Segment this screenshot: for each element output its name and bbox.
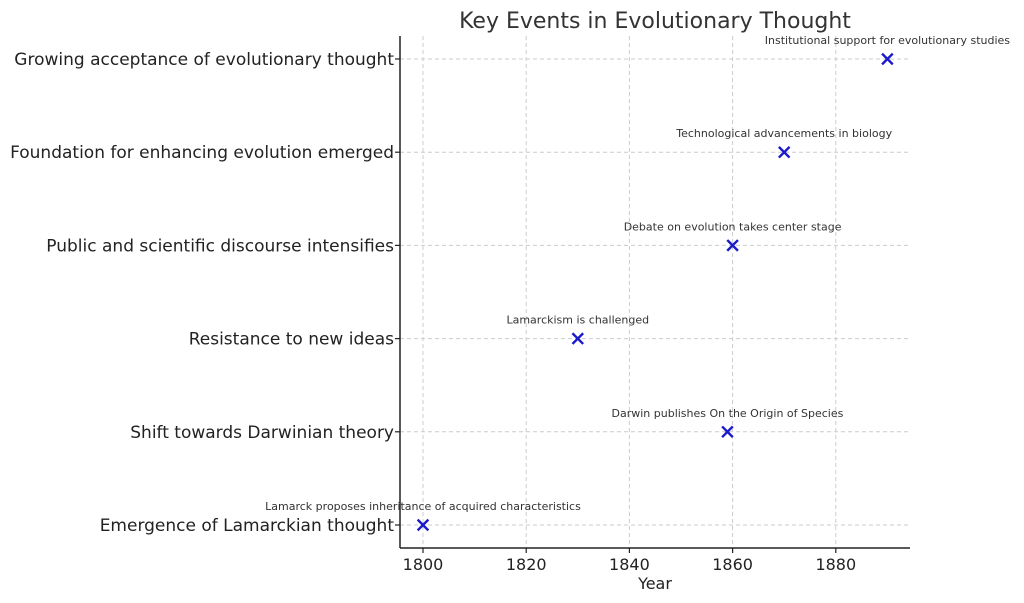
x-tick-label: 1800 (403, 555, 444, 574)
annotation-label: Technological advancements in biology (675, 127, 892, 140)
data-points (416, 52, 894, 532)
annotation-label: Lamarck proposes inheritance of acquired… (265, 500, 581, 513)
y-category-label: Resistance to new ideas (189, 330, 394, 350)
annotation-label: Debate on evolution takes center stage (624, 220, 842, 233)
y-category-label: Growing acceptance of evolutionary thoug… (14, 50, 394, 70)
axes (399, 36, 910, 549)
annotations: Lamarck proposes inheritance of acquired… (265, 34, 1010, 513)
marker-stroke (571, 332, 584, 345)
data-point-marker (416, 518, 430, 532)
data-point-marker (726, 239, 739, 252)
y-category-label: Foundation for enhancing evolution emerg… (10, 143, 394, 163)
marker-stroke (726, 239, 739, 252)
y-category-label: Public and scientific discourse intensif… (46, 236, 394, 256)
annotation-label: Institutional support for evolutionary s… (765, 34, 1011, 47)
data-point-marker (721, 425, 734, 438)
data-point-marker (778, 146, 791, 159)
chart-title: Key Events in Evolutionary Thought (459, 9, 851, 34)
x-tick-label: 1820 (506, 555, 547, 574)
grid (400, 36, 910, 548)
x-tick-label: 1860 (712, 555, 753, 574)
y-category-label: Emergence of Lamarckian thought (100, 516, 395, 536)
marker-stroke (416, 518, 430, 532)
marker-stroke (778, 146, 791, 159)
y-category-label: Shift towards Darwinian theory (130, 423, 394, 443)
data-point-marker (881, 52, 894, 66)
marker-stroke (721, 425, 734, 438)
y-tick-labels: Emergence of Lamarckian thought Shift tow… (10, 50, 400, 536)
marker-stroke (881, 52, 894, 66)
annotation-label: Darwin publishes On the Origin of Specie… (612, 407, 844, 420)
data-point-marker (571, 332, 584, 345)
x-axis-label: Year (637, 574, 672, 593)
x-tick-label: 1840 (609, 555, 650, 574)
annotation-label: Lamarckism is challenged (506, 314, 649, 327)
x-tick-labels: 1800 1820 1840 1860 1880 (403, 548, 856, 574)
x-tick-label: 1880 (815, 555, 856, 574)
